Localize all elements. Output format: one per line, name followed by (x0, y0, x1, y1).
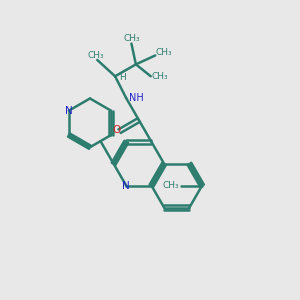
Text: NH: NH (129, 93, 143, 103)
Text: O: O (112, 125, 121, 135)
Text: N: N (65, 106, 73, 116)
Text: CH₃: CH₃ (163, 181, 179, 190)
Text: CH₃: CH₃ (155, 48, 172, 57)
Text: CH₃: CH₃ (87, 51, 104, 60)
Text: CH₃: CH₃ (152, 72, 169, 81)
Text: CH₃: CH₃ (123, 34, 140, 43)
Text: N: N (122, 181, 130, 191)
Text: H: H (119, 73, 126, 82)
